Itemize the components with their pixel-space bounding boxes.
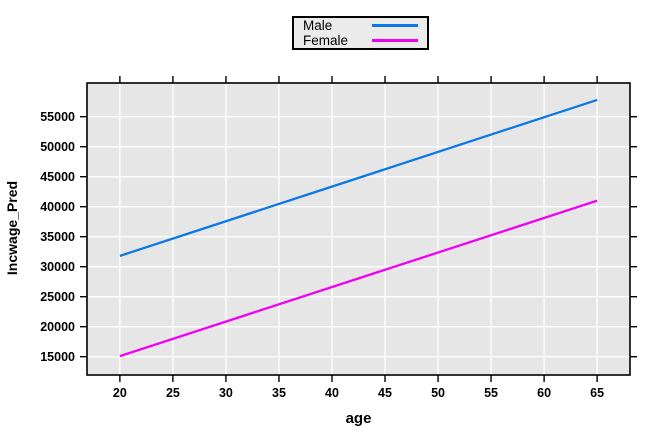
x-tick-label: 25 [166, 386, 180, 400]
legend-label-female: Female [303, 33, 349, 48]
y-axis-label: Incwage_Pred [4, 180, 20, 276]
y-tick-label: 25000 [40, 290, 75, 304]
x-axis-label: age [345, 410, 372, 427]
x-tick-label: 55 [484, 386, 498, 400]
series-line-male [119, 98, 598, 258]
y-tick-label: 15000 [40, 350, 75, 364]
legend-item-male: Male [303, 18, 418, 33]
x-tick-label: 35 [272, 386, 286, 400]
y-tick-label: 40000 [40, 200, 75, 214]
x-tick-label: 50 [431, 386, 445, 400]
y-tick-label: 20000 [40, 320, 75, 334]
x-tick-label: 65 [590, 386, 604, 400]
y-tick-label: 50000 [40, 140, 75, 154]
male-line-swatch [372, 24, 418, 27]
plot-panel [87, 83, 630, 375]
plot-border [86, 82, 631, 376]
x-tick-label: 40 [325, 386, 339, 400]
x-tick-label: 60 [537, 386, 551, 400]
legend-item-female: Female [303, 33, 418, 48]
series-line-female [119, 199, 598, 358]
legend: Male Female [292, 16, 429, 50]
x-tick-label: 45 [378, 386, 392, 400]
x-tick-label: 30 [219, 386, 233, 400]
y-tick-label: 30000 [40, 260, 75, 274]
x-tick-label: 20 [113, 386, 127, 400]
y-tick-label: 35000 [40, 230, 75, 244]
y-tick-label: 45000 [40, 170, 75, 184]
female-line-swatch [372, 39, 418, 42]
legend-label-male: Male [303, 18, 333, 33]
y-tick-label: 55000 [40, 110, 75, 124]
